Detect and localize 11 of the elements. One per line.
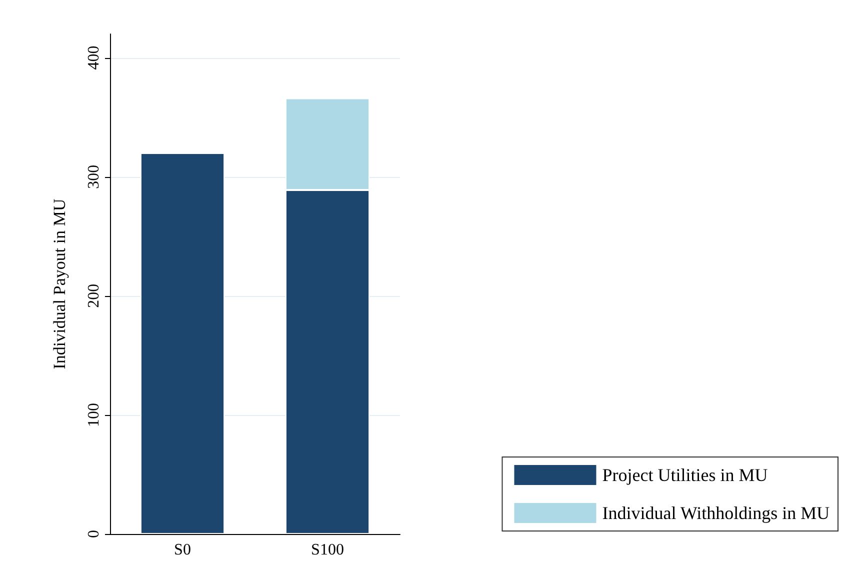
y-tick-label: 0	[86, 530, 102, 538]
x-tick-label: S0	[174, 542, 191, 558]
y-tick-label: 200	[86, 284, 102, 308]
legend-label: Individual Withholdings in MU	[602, 503, 830, 523]
y-axis-title: Individual Payout in MU	[50, 198, 69, 370]
x-tick-label: S100	[311, 542, 344, 558]
legend-label: Project Utilities in MU	[602, 465, 768, 485]
bar	[140, 153, 225, 534]
y-tick-label: 400	[86, 46, 102, 70]
y-tick-label: 100	[86, 402, 102, 427]
y-tick-label: 300	[86, 164, 102, 189]
